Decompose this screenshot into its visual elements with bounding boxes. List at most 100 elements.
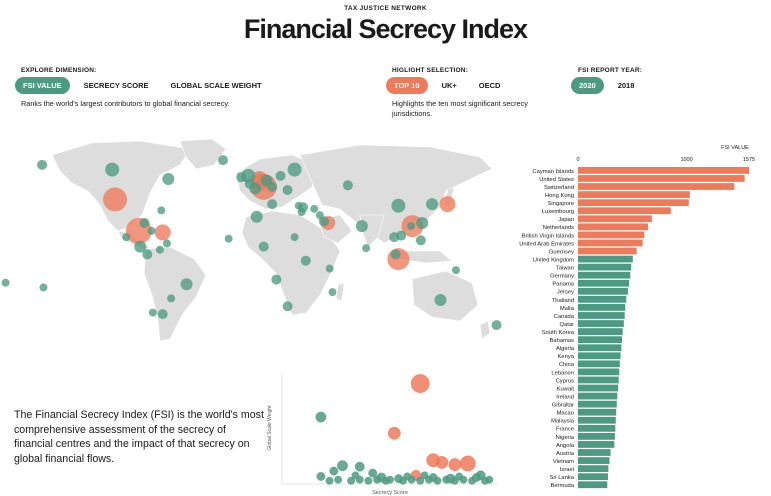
bar-united-states[interactable] xyxy=(578,175,745,182)
map-bubble[interactable] xyxy=(1,278,10,287)
map-bubble[interactable] xyxy=(439,196,456,213)
map-bubble[interactable] xyxy=(275,170,286,181)
map-bubble[interactable] xyxy=(328,288,337,297)
bar-kenya[interactable] xyxy=(578,352,621,360)
map-bubble[interactable] xyxy=(491,320,502,331)
bar-sri-lanka[interactable] xyxy=(578,473,608,481)
highlight-option-oecd[interactable]: OECD xyxy=(478,81,501,90)
map-bubble[interactable] xyxy=(415,235,426,246)
map-bubble[interactable] xyxy=(319,216,330,227)
map-bubble[interactable] xyxy=(250,210,263,223)
map-bubble[interactable] xyxy=(157,309,168,320)
scatter-point[interactable] xyxy=(347,476,356,485)
map-bubble[interactable] xyxy=(157,206,166,215)
bar-france[interactable] xyxy=(578,424,616,432)
map-bubble[interactable] xyxy=(224,234,233,243)
map-bubble[interactable] xyxy=(148,308,157,317)
dimension-option-fsi-value[interactable]: FSI VALUE xyxy=(15,77,70,94)
map-bubble[interactable] xyxy=(39,283,48,292)
bar-china[interactable] xyxy=(578,360,620,368)
bar-macao[interactable] xyxy=(578,408,617,416)
map-bubble[interactable] xyxy=(258,241,269,252)
dimension-option-secrecy-score[interactable]: SECRECY SCORE xyxy=(83,81,149,90)
map-bubble[interactable] xyxy=(142,249,153,260)
map-bubble[interactable] xyxy=(391,198,406,213)
map-bubble[interactable] xyxy=(103,187,128,212)
map-bubble[interactable] xyxy=(147,226,156,235)
dimension-option-global-scale-weight[interactable]: GLOBAL SCALE WEIGHT xyxy=(170,81,262,90)
highlight-option-top-10[interactable]: TOP 10 xyxy=(386,77,428,94)
map-bubble[interactable] xyxy=(139,218,150,228)
map-bubble[interactable] xyxy=(287,162,302,177)
bar-qatar[interactable] xyxy=(578,320,624,327)
scatter-point[interactable] xyxy=(442,475,451,484)
map-bubble[interactable] xyxy=(310,204,319,213)
map-bubble[interactable] xyxy=(355,220,368,233)
map-bubble[interactable] xyxy=(315,211,324,220)
year-option-2020[interactable]: 2020 xyxy=(571,77,604,94)
map-bubble[interactable] xyxy=(300,255,311,266)
map-bubble[interactable] xyxy=(342,180,353,191)
scatter-point[interactable] xyxy=(351,471,360,480)
scatter-point[interactable] xyxy=(386,475,394,484)
bar-panama[interactable] xyxy=(578,279,630,287)
map-bubble[interactable] xyxy=(282,185,293,195)
map-bubble[interactable] xyxy=(267,199,278,210)
year-option-2018[interactable]: 2018 xyxy=(617,81,635,90)
bar-gibraltar[interactable] xyxy=(578,400,617,408)
bar-cayman-islands[interactable] xyxy=(578,167,749,174)
bar-group[interactable]: Cayman Islands United States Switzerland Ho… xyxy=(519,167,749,489)
scatter-point[interactable] xyxy=(403,472,412,481)
map-bubble[interactable] xyxy=(122,233,131,242)
scatter-point[interactable] xyxy=(315,411,327,423)
map-bubble[interactable] xyxy=(134,240,147,253)
map-bubble[interactable] xyxy=(390,249,401,260)
map-bubble[interactable] xyxy=(407,222,416,231)
scatter-point[interactable] xyxy=(329,466,339,476)
map-bubble[interactable] xyxy=(416,217,429,229)
scatter-point[interactable] xyxy=(337,460,348,472)
map-bubble[interactable] xyxy=(162,239,171,248)
map-bubble[interactable] xyxy=(154,224,171,241)
bar-united-arab-emirates[interactable] xyxy=(578,239,643,247)
map-bubble[interactable] xyxy=(167,294,176,303)
bar-germany[interactable] xyxy=(578,271,631,279)
scatter-point[interactable] xyxy=(354,461,365,472)
bar-malaysia[interactable] xyxy=(578,416,616,424)
map-bubble[interactable] xyxy=(282,301,293,312)
bar-israel[interactable] xyxy=(578,465,609,473)
map-bubble[interactable] xyxy=(218,155,229,166)
scatter-point[interactable] xyxy=(373,475,381,484)
bar-lebanon[interactable] xyxy=(578,368,620,376)
scatter-point[interactable] xyxy=(471,473,481,482)
bar-bermuda[interactable] xyxy=(578,481,608,489)
scatter-point[interactable] xyxy=(433,476,442,485)
bar-bahamas[interactable] xyxy=(578,336,622,344)
bar-kuwait[interactable] xyxy=(578,384,619,392)
map-bubble[interactable] xyxy=(325,264,334,273)
bar-singapore[interactable] xyxy=(578,199,689,207)
scatter-point[interactable] xyxy=(485,475,494,484)
map-bubble[interactable] xyxy=(271,274,282,285)
map-bubble[interactable] xyxy=(426,198,439,211)
scatter-point[interactable] xyxy=(316,472,326,481)
bar-luxembourg[interactable] xyxy=(578,207,671,215)
map-bubble[interactable] xyxy=(155,245,164,254)
world-map[interactable] xyxy=(0,135,505,355)
scatter-point[interactable] xyxy=(435,456,449,469)
scatter-point[interactable] xyxy=(420,471,429,480)
map-bubble[interactable] xyxy=(180,278,193,291)
scatter-point[interactable] xyxy=(387,426,401,440)
bar-taiwan[interactable] xyxy=(578,263,632,271)
bar-jersey[interactable] xyxy=(578,287,628,295)
bar-united-kingdom[interactable] xyxy=(578,255,633,263)
scatter-point[interactable] xyxy=(325,476,334,485)
bar-japan[interactable] xyxy=(578,215,652,223)
map-bubble[interactable] xyxy=(434,294,447,306)
bar-malta[interactable] xyxy=(578,304,626,311)
scatter-point[interactable] xyxy=(455,472,464,481)
scatter-point[interactable] xyxy=(448,458,462,471)
map-bubble[interactable] xyxy=(451,266,460,275)
bar-angola[interactable] xyxy=(578,441,615,448)
map-bubble[interactable] xyxy=(105,162,120,177)
